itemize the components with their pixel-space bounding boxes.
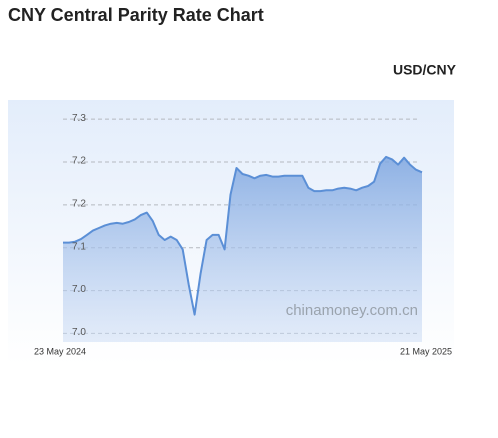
line [63,155,423,316]
x-tick-label: 21 May 2025 [400,346,452,356]
ticks: 7.3 7.2 7.2 7.1 7.0 7.0 23 May 2024 21 May 2025 [34,113,452,357]
y-tick-label: 7.2 [72,156,86,167]
watermark: chinamoney.com.cn [286,302,418,319]
x-tick-label: 23 May 2024 [34,346,86,356]
chart-title: CNY Central Parity Rate Chart [8,5,264,25]
y-tick-label: 7.0 [72,327,86,338]
y-tick-label: 7.0 [72,284,86,295]
y-tick-label: 7.2 [72,198,86,209]
plot [63,155,423,342]
area [63,156,422,342]
y-tick-label: 7.1 [72,241,86,252]
y-tick-label: 7.3 [72,113,86,124]
pair-label: USD/CNY [393,62,457,78]
